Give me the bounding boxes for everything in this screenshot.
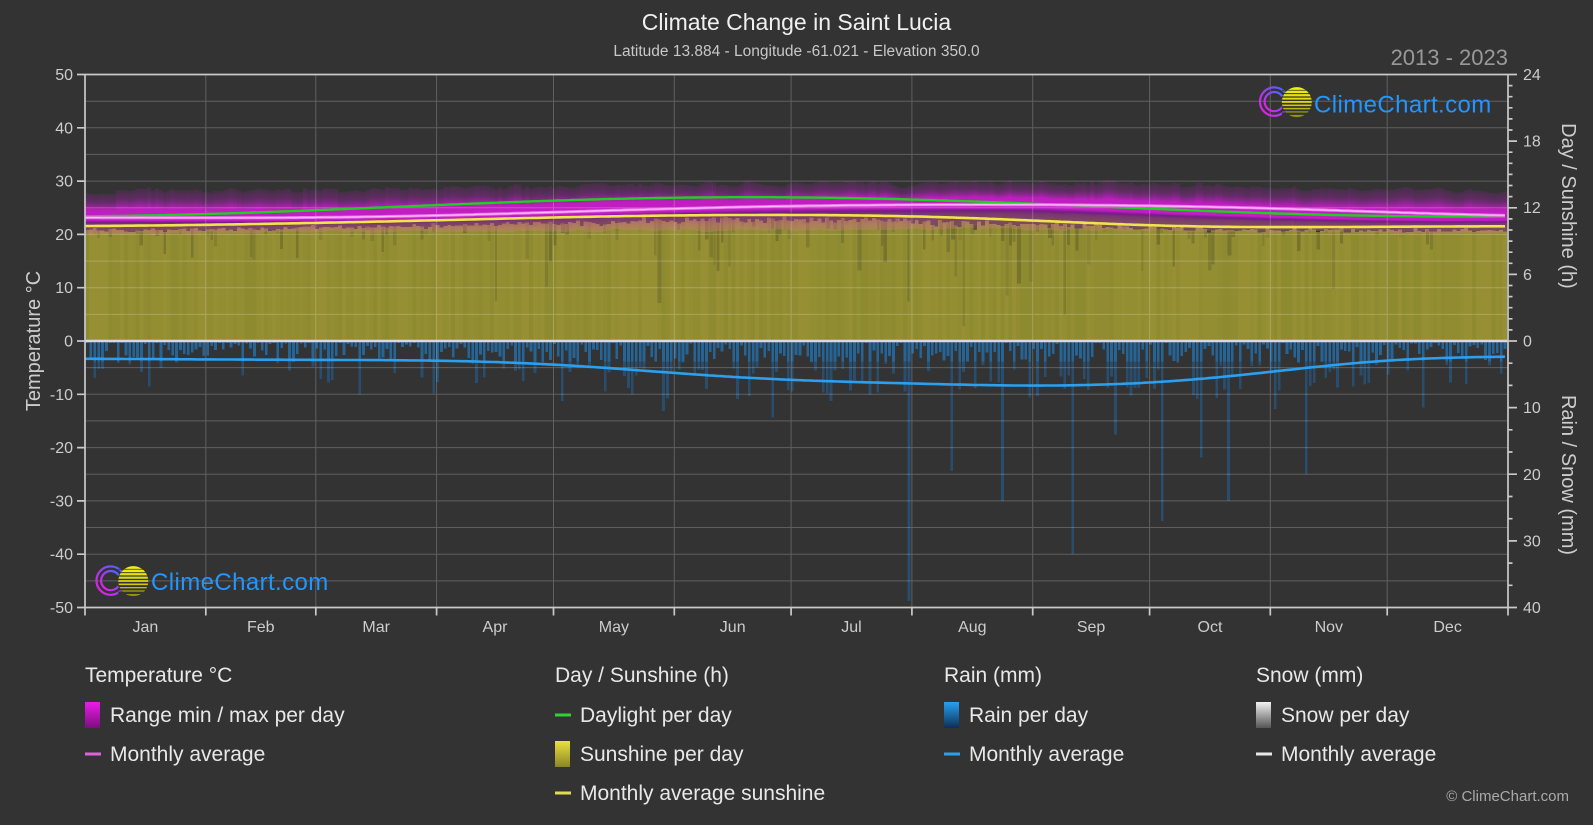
- svg-text:Oct: Oct: [1198, 619, 1223, 636]
- svg-text:Monthly average sunshine: Monthly average sunshine: [580, 782, 825, 805]
- svg-text:May: May: [599, 619, 629, 636]
- svg-text:Climate Change in Saint Lucia: Climate Change in Saint Lucia: [642, 9, 952, 35]
- svg-text:12: 12: [1523, 200, 1541, 217]
- svg-text:Temperature °C: Temperature °C: [23, 271, 45, 411]
- svg-text:6: 6: [1523, 267, 1532, 284]
- svg-text:Apr: Apr: [483, 619, 509, 636]
- svg-text:10: 10: [55, 280, 73, 297]
- svg-text:Rain / Snow (mm): Rain / Snow (mm): [1557, 395, 1579, 555]
- svg-text:50: 50: [55, 67, 73, 84]
- svg-text:Day / Sunshine (h): Day / Sunshine (h): [1557, 123, 1579, 289]
- svg-text:Range min / max per day: Range min / max per day: [110, 704, 345, 727]
- svg-text:20: 20: [55, 227, 73, 244]
- svg-text:10: 10: [1523, 400, 1541, 417]
- svg-text:Jun: Jun: [720, 619, 746, 636]
- svg-text:ClimeChart.com: ClimeChart.com: [1314, 92, 1492, 119]
- svg-text:0: 0: [1523, 334, 1532, 351]
- svg-text:Monthly average: Monthly average: [110, 743, 265, 766]
- svg-text:-40: -40: [50, 547, 73, 564]
- svg-text:30: 30: [1523, 533, 1541, 550]
- svg-text:30: 30: [55, 174, 73, 191]
- svg-text:20: 20: [1523, 467, 1541, 484]
- svg-text:© ClimeChart.com: © ClimeChart.com: [1446, 788, 1569, 805]
- svg-text:Jan: Jan: [133, 619, 159, 636]
- svg-text:Temperature °C: Temperature °C: [85, 664, 232, 687]
- svg-text:0: 0: [64, 334, 73, 351]
- svg-text:Rain per day: Rain per day: [969, 704, 1089, 727]
- svg-text:-10: -10: [50, 387, 73, 404]
- svg-text:2013 - 2023: 2013 - 2023: [1391, 45, 1508, 70]
- svg-text:Latitude 13.884 - Longitude -6: Latitude 13.884 - Longitude -61.021 - El…: [613, 43, 980, 60]
- svg-text:-20: -20: [50, 440, 73, 457]
- svg-text:Daylight per day: Daylight per day: [580, 704, 732, 727]
- svg-text:Monthly average: Monthly average: [1281, 743, 1436, 766]
- svg-text:24: 24: [1523, 67, 1541, 84]
- svg-text:Aug: Aug: [958, 619, 986, 636]
- svg-text:Mar: Mar: [362, 619, 390, 636]
- svg-text:Rain (mm): Rain (mm): [944, 664, 1042, 687]
- svg-text:Day / Sunshine (h): Day / Sunshine (h): [555, 664, 729, 687]
- svg-text:40: 40: [55, 120, 73, 137]
- svg-text:Sunshine per day: Sunshine per day: [580, 743, 744, 766]
- svg-text:Nov: Nov: [1315, 619, 1343, 636]
- svg-text:Snow per day: Snow per day: [1281, 704, 1410, 727]
- svg-text:Dec: Dec: [1433, 619, 1461, 636]
- svg-text:Feb: Feb: [247, 619, 275, 636]
- svg-text:ClimeChart.com: ClimeChart.com: [151, 569, 329, 596]
- svg-text:-50: -50: [50, 600, 73, 617]
- svg-text:-30: -30: [50, 493, 73, 510]
- svg-text:Snow (mm): Snow (mm): [1256, 664, 1363, 687]
- svg-text:Jul: Jul: [841, 619, 861, 636]
- svg-text:18: 18: [1523, 134, 1541, 151]
- svg-text:40: 40: [1523, 600, 1541, 617]
- svg-text:Monthly average: Monthly average: [969, 743, 1124, 766]
- svg-text:Sep: Sep: [1077, 619, 1106, 636]
